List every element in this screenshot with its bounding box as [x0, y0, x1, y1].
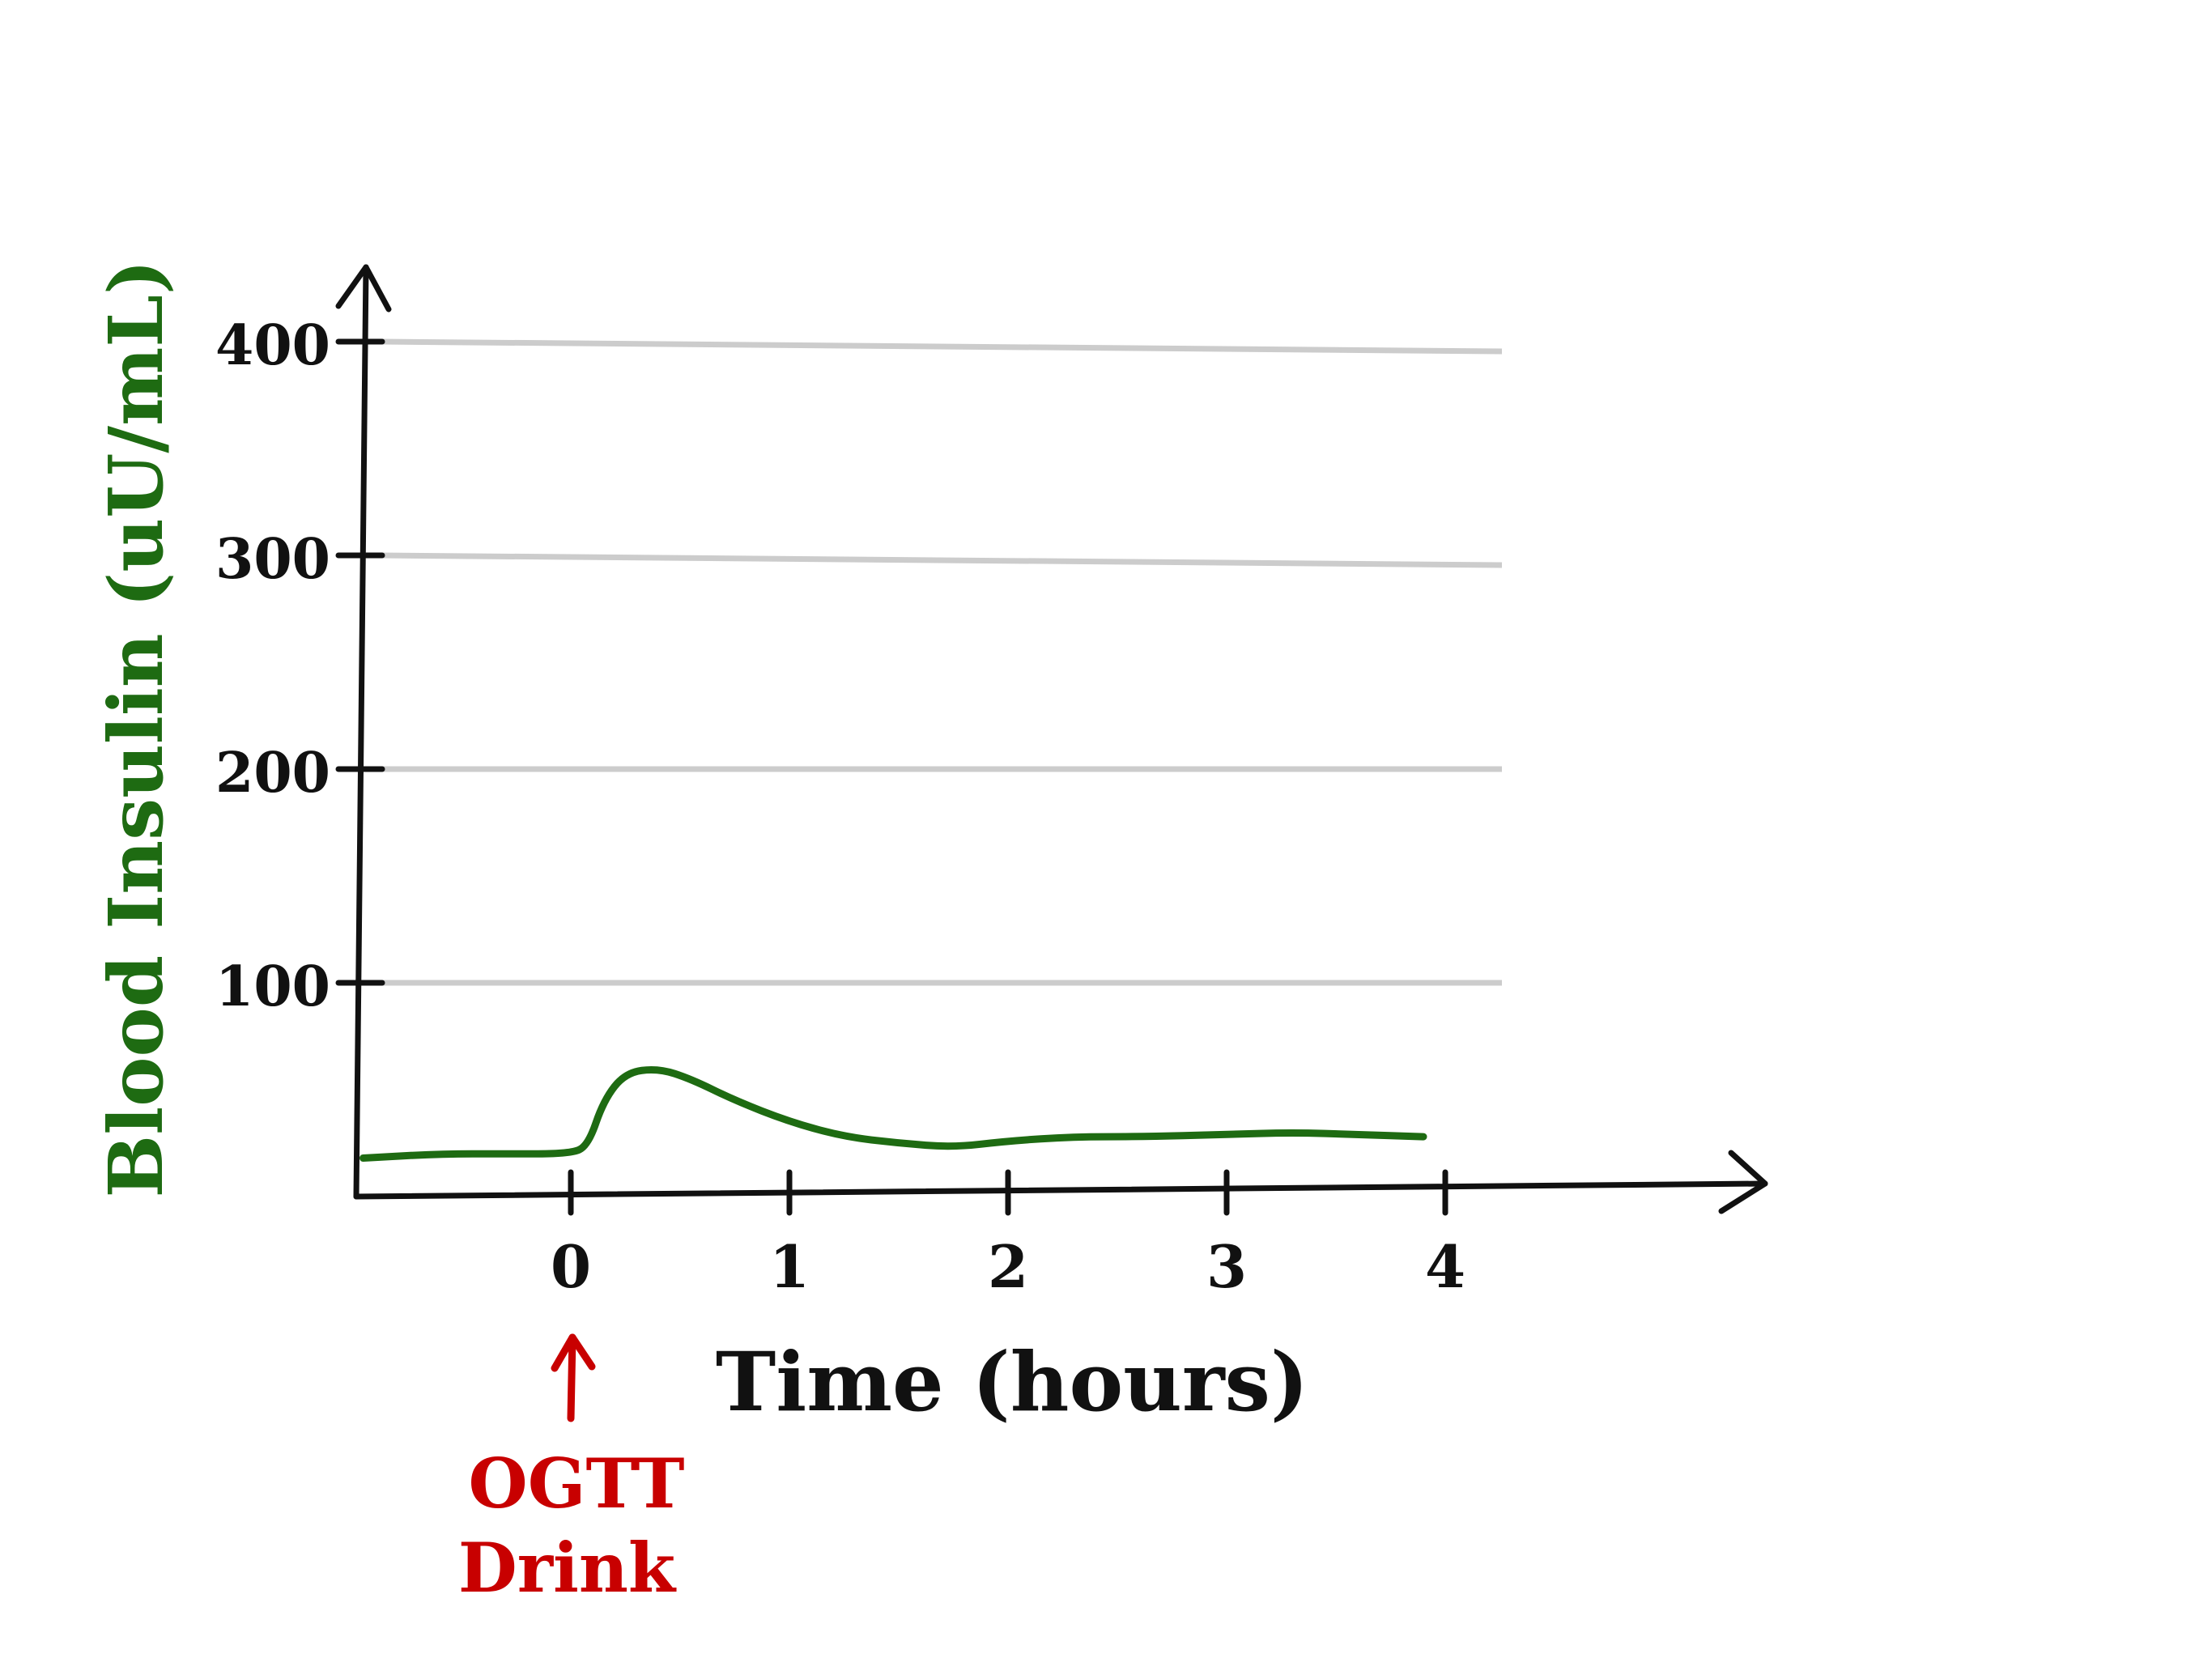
x-tick-label: 3	[1206, 1232, 1247, 1301]
ogtt-label-line1: OGTT	[469, 1443, 685, 1524]
series	[359, 1065, 1427, 1162]
y-tick-label: 200	[215, 741, 330, 806]
x-tick-label: 4	[1425, 1232, 1465, 1301]
y-tick-label: 400	[215, 313, 330, 378]
grid-lines	[380, 338, 1503, 986]
ogtt-arrow-head	[551, 1333, 596, 1372]
gridline-300	[380, 552, 1503, 568]
ogtt-label-line2: Drink	[458, 1528, 677, 1608]
y-ticks: 100 200 300 400	[215, 313, 385, 1019]
x-tick-label: 0	[551, 1232, 591, 1301]
y-axis-title: Blood Insulin (uU/mL)	[92, 259, 180, 1197]
y-tick-label: 100	[215, 954, 330, 1019]
gridline-400	[380, 338, 1503, 355]
series-line-0	[359, 1065, 1427, 1162]
x-axis-arrowhead	[1718, 1150, 1768, 1214]
y-axis-arrowhead	[335, 264, 392, 312]
x-tick-label: 1	[769, 1232, 810, 1301]
y-axis-line	[353, 264, 369, 1200]
x-axis-line	[353, 1180, 1768, 1200]
x-ticks: 0 1 2 3 4	[551, 1169, 1465, 1301]
ogtt-annotation: OGTT Drink	[458, 1333, 685, 1608]
x-axis-title: Time (hours)	[716, 1334, 1308, 1430]
axes	[335, 264, 1768, 1214]
ogtt-arrow-shaft	[567, 1333, 576, 1422]
y-tick-label: 300	[215, 527, 330, 592]
x-tick-label: 2	[988, 1232, 1028, 1301]
